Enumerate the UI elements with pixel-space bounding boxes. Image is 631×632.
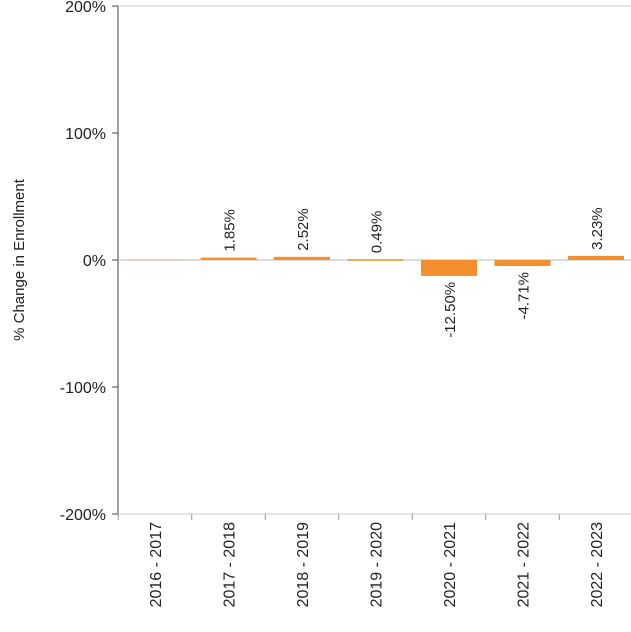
bar bbox=[127, 259, 183, 261]
y-tick-label: 0% bbox=[83, 253, 106, 270]
bar bbox=[200, 257, 257, 260]
bars bbox=[127, 255, 624, 276]
data-label: -4.71% bbox=[516, 272, 533, 320]
x-ticks: 2016 - 2017 2017 - 2018 2018 - 2019 2019 - … bbox=[117, 514, 606, 608]
bar bbox=[347, 259, 404, 261]
y-tick-label: 100% bbox=[65, 126, 106, 143]
x-tick-label: 2022 - 2023 bbox=[589, 522, 606, 608]
data-label: 1.85% bbox=[222, 209, 239, 252]
bar bbox=[421, 260, 477, 276]
data-labels: 1.85% 2.52% 0.49% -12.50% -4.71% 3.23% bbox=[222, 207, 607, 337]
bar bbox=[274, 256, 330, 260]
data-label: 3.23% bbox=[589, 207, 606, 250]
data-label: 0.49% bbox=[369, 211, 386, 254]
data-label: -12.50% bbox=[442, 282, 459, 338]
bar bbox=[568, 255, 624, 260]
x-tick-label: 2021 - 2022 bbox=[516, 522, 533, 608]
x-tick-label: 2018 - 2019 bbox=[295, 522, 312, 608]
y-tick-label: -100% bbox=[60, 380, 106, 397]
y-tick-label: 200% bbox=[65, 0, 106, 16]
y-axis-title: % Change in Enrollment bbox=[11, 178, 28, 341]
data-label: 2.52% bbox=[295, 208, 312, 251]
x-tick-label: 2019 - 2020 bbox=[369, 522, 386, 608]
x-tick-label: 2016 - 2017 bbox=[148, 522, 165, 608]
bar bbox=[494, 260, 551, 266]
y-ticks: 200% 100% 0% -100% -200% bbox=[60, 0, 118, 524]
x-tick-label: 2020 - 2021 bbox=[442, 522, 459, 608]
x-tick-label: 2017 - 2018 bbox=[222, 522, 239, 608]
y-tick-label: -200% bbox=[60, 507, 106, 524]
